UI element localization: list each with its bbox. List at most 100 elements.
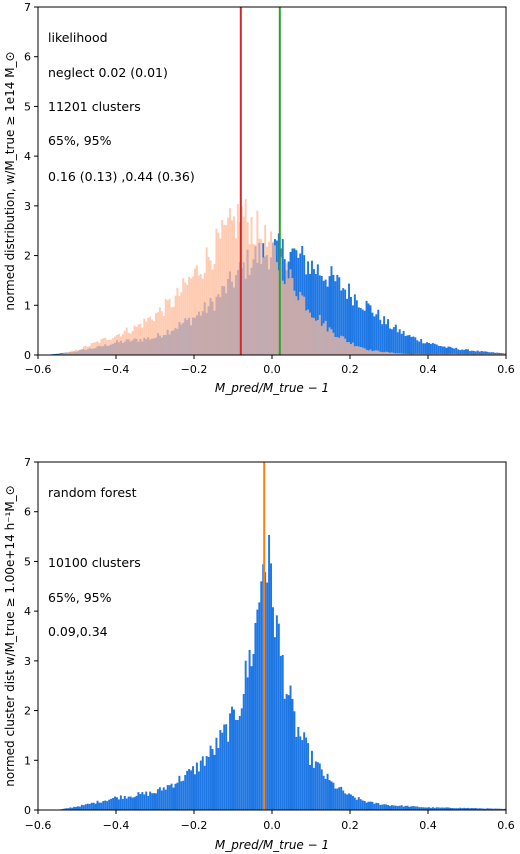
histogram-bar [424, 807, 427, 810]
histogram-bar [482, 808, 485, 810]
histogram-bar [408, 806, 411, 810]
histogram-bar [199, 274, 202, 355]
histogram-bar [389, 352, 391, 355]
histogram-bar [117, 799, 120, 810]
histogram-bar [174, 783, 177, 810]
histogram-bar [482, 353, 485, 355]
histogram-bar [137, 324, 140, 355]
histogram-bar [233, 709, 235, 810]
histogram-bar [268, 241, 271, 355]
chart-panel-2: −0.6 −0.4 −0.2 0.0 0.2 0.4 0.6 0 1 2 3 4 5 6 7 M_pred/M… [3, 456, 515, 852]
histogram-bar [299, 291, 302, 355]
histogram-bar [367, 801, 370, 810]
histogram-bar [414, 806, 417, 810]
histogram-bar [453, 353, 456, 355]
histogram-bar [272, 607, 274, 810]
histogram-bar [86, 346, 89, 355]
histogram-bar [412, 336, 415, 355]
histogram-bar [281, 280, 284, 355]
histogram-bar [355, 345, 358, 355]
histogram-bar [330, 329, 333, 355]
histogram-bar [385, 324, 388, 355]
histogram-bar [392, 327, 395, 355]
histogram-bar [449, 346, 452, 355]
histogram-bar [324, 320, 327, 355]
histogram-bar [338, 277, 341, 355]
histogram-bar [287, 695, 290, 810]
histogram-bar [98, 342, 101, 355]
histogram-bar [65, 808, 68, 810]
histogram-bar [305, 310, 308, 355]
histogram-bar [455, 353, 458, 355]
histogram-bar [363, 800, 366, 810]
histogram-bar [71, 350, 74, 355]
histogram-bar [182, 278, 185, 355]
histogram-bar [350, 344, 352, 355]
histogram-bar [381, 352, 384, 355]
histogram-bar [295, 736, 298, 810]
histogram-bar [502, 808, 505, 810]
histogram-bar [383, 352, 386, 355]
y-tick-label: 4 [24, 150, 31, 163]
histogram-bar [256, 210, 259, 355]
histogram-bar [133, 325, 136, 355]
histogram-bar [73, 350, 76, 355]
histogram-bar [227, 217, 230, 355]
histogram-bar [359, 347, 362, 355]
histogram-bar [197, 771, 200, 810]
histogram-bar [147, 317, 150, 355]
histogram-bar [332, 274, 335, 355]
histogram-bar [305, 737, 308, 810]
histogram-bar [351, 342, 354, 355]
histogram-bar [369, 305, 372, 355]
histogram-bar [412, 806, 415, 810]
histogram-bar [389, 328, 391, 355]
histogram-bar [490, 353, 493, 355]
histogram-bar [275, 262, 278, 355]
histogram-bar [77, 806, 79, 810]
histogram-bar [236, 203, 239, 355]
histogram-bar [192, 766, 194, 810]
histogram-bar [420, 338, 423, 355]
histogram-bar [137, 792, 140, 810]
histogram-bar [406, 353, 409, 355]
histogram-bar [443, 807, 446, 810]
histogram-bar [400, 333, 403, 355]
histogram-bar [404, 353, 407, 355]
histogram-bar [57, 353, 60, 355]
x-tick-label: −0.2 [181, 819, 208, 832]
histogram-bar [461, 349, 464, 355]
histogram-bar [303, 296, 306, 355]
histogram-bar [314, 274, 317, 355]
histogram-bar [494, 352, 497, 355]
histogram-bar [340, 786, 343, 810]
histogram-bar [392, 353, 395, 355]
histogram-bar [344, 289, 347, 355]
histogram-bar [242, 216, 245, 355]
histogram-bar [55, 353, 58, 355]
histogram-bar [264, 225, 267, 355]
histogram-bar [463, 349, 466, 355]
histogram-bar [359, 799, 362, 810]
x-tick-label: 0.2 [341, 363, 359, 376]
histogram-bar [116, 334, 118, 355]
histogram-bar [125, 798, 128, 810]
histogram-bar [307, 261, 310, 355]
histogram-bar [96, 800, 99, 810]
histogram-bar [486, 808, 489, 810]
histogram-bar [459, 807, 462, 810]
histogram-bar [106, 801, 109, 810]
histogram-bar [351, 305, 354, 355]
histogram-bar [80, 348, 83, 355]
histogram-bar [328, 276, 331, 355]
histogram-bar [233, 216, 235, 355]
histogram-bar [221, 220, 224, 355]
histogram-bar [355, 799, 358, 810]
histogram-bar [250, 666, 253, 810]
histogram-bar [418, 807, 421, 810]
histogram-bar [309, 765, 311, 810]
histogram-bar [437, 807, 440, 810]
histogram-bar [340, 335, 343, 355]
histogram-bar [342, 790, 345, 810]
annotation-text: neglect 0.02 (0.01) [48, 65, 168, 80]
